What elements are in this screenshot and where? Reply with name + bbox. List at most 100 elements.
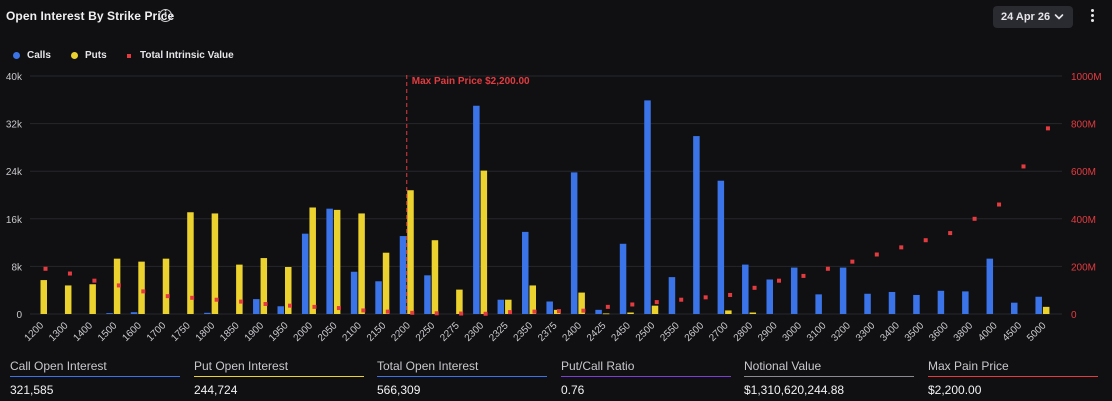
x-tick-label: 1800 [194, 320, 218, 344]
puts-bar [40, 280, 47, 314]
y-tick-label: 8k [11, 262, 23, 273]
calls-bar [962, 291, 969, 314]
calls-bar [1011, 302, 1018, 314]
calls-bar [424, 275, 431, 314]
calls-bar [619, 243, 627, 314]
puts-bar [627, 312, 634, 314]
expiry-date-select[interactable]: 24 Apr 26 [993, 6, 1073, 28]
calls-bar [888, 291, 896, 314]
y-tick-label: 32k [6, 120, 23, 131]
intrinsic-value-point [1045, 126, 1050, 131]
stat-label: Call Open Interest [10, 359, 107, 373]
calls-bar [986, 258, 994, 314]
expiry-date-value: 24 Apr 26 [1001, 11, 1051, 23]
chart-title: Open Interest By Strike Price [6, 9, 175, 23]
intrinsic-value-point [630, 302, 635, 307]
intrinsic-value-point [312, 304, 317, 309]
intrinsic-value-point [336, 306, 341, 311]
more-vertical-icon[interactable] [1087, 9, 1097, 25]
calls-bar [717, 180, 725, 314]
intrinsic-value-point [997, 202, 1002, 207]
x-tick-label: 3300 [854, 320, 878, 344]
x-tick-label: 3800 [952, 320, 976, 344]
intrinsic-value-point [288, 303, 292, 308]
calls-bar [937, 290, 945, 314]
x-tick-label: 2275 [438, 320, 462, 344]
stat-value: 321,585 [10, 383, 54, 397]
x-tick-label: 2400 [561, 320, 585, 344]
stat-block: Notional Value $1,310,620,244.88 [744, 356, 920, 401]
stat-divider [561, 376, 731, 377]
puts-bar [260, 258, 268, 314]
intrinsic-value-point [67, 271, 72, 276]
intrinsic-value-point [385, 309, 390, 314]
info-icon[interactable]: i [159, 9, 172, 22]
stat-divider [928, 376, 1098, 377]
puts-bar [187, 212, 194, 314]
stat-block: Total Open Interest 566,309 [377, 356, 553, 401]
intrinsic-value-point [948, 231, 953, 236]
x-tick-label: 1900 [243, 320, 267, 344]
puts-bar [456, 289, 463, 314]
intrinsic-value-point [410, 310, 415, 315]
intrinsic-value-point [752, 285, 757, 290]
legend-item-label[interactable]: Calls [27, 50, 51, 61]
puts-bar [749, 312, 757, 314]
y-tick-label: 0 [16, 310, 22, 321]
calls-bar [644, 100, 651, 314]
intrinsic-value-point [483, 311, 488, 316]
stat-block: Put Open Interest 244,724 [194, 356, 370, 401]
puts-bar [529, 285, 536, 314]
x-tick-label: 1700 [145, 320, 169, 344]
puts-bar [602, 313, 610, 315]
intrinsic-value-point [92, 278, 97, 283]
intrinsic-value-point [361, 308, 366, 313]
x-tick-label: 3500 [903, 320, 927, 344]
puts-bar [480, 170, 488, 314]
stat-value: 0.76 [561, 383, 585, 397]
summary-stats: Call Open Interest 321,585 Put Open Intere… [0, 356, 1112, 401]
x-tick-label: 2425 [585, 320, 609, 344]
puts-bar [285, 266, 292, 314]
intrinsic-value-point [581, 308, 586, 313]
x-tick-label: 2050 [316, 320, 340, 344]
x-tick-label: 2300 [463, 320, 487, 344]
x-tick-label: 3200 [829, 320, 853, 344]
x-tick-label: 2100 [340, 320, 364, 344]
stat-label: Notional Value [744, 359, 822, 373]
x-tick-label: 3600 [927, 320, 951, 344]
y2-tick-label: 800M [1071, 120, 1096, 131]
intrinsic-value-point [972, 216, 977, 221]
x-tick-label: 1850 [218, 320, 242, 344]
puts-bar [725, 310, 732, 314]
puts-bar [236, 264, 243, 314]
intrinsic-value-point [459, 311, 464, 316]
puts-bar [1042, 306, 1050, 314]
intrinsic-value-point [190, 295, 195, 300]
intrinsic-value-point [532, 309, 537, 314]
intrinsic-value-point [239, 299, 244, 304]
calls-bar [1035, 296, 1042, 314]
calls-bar [277, 306, 284, 314]
x-tick-label: 2500 [634, 320, 658, 344]
intrinsic-value-point [1021, 164, 1026, 169]
intrinsic-value-point [605, 304, 610, 309]
intrinsic-value-point [116, 283, 121, 288]
x-tick-label: 5000 [1025, 320, 1049, 344]
intrinsic-value-point [556, 309, 561, 314]
x-tick-label: 3000 [781, 320, 805, 344]
x-tick-label: 2200 [389, 320, 413, 344]
legend-marker [13, 52, 20, 59]
x-tick-label: 2325 [487, 320, 511, 344]
x-tick-label: 1500 [96, 320, 120, 344]
legend-item-label[interactable]: Total Intrinsic Value [140, 50, 234, 61]
x-tick-label: 2550 [658, 320, 682, 344]
x-tick-label: 3100 [805, 320, 829, 344]
x-tick-label: 2800 [732, 320, 756, 344]
x-tick-label: 2450 [609, 320, 633, 344]
calls-bar [204, 312, 211, 314]
calls-bar [350, 271, 358, 314]
legend-item-label[interactable]: Puts [85, 50, 107, 61]
y-tick-label: 24k [6, 167, 23, 178]
intrinsic-value-point [165, 294, 170, 299]
